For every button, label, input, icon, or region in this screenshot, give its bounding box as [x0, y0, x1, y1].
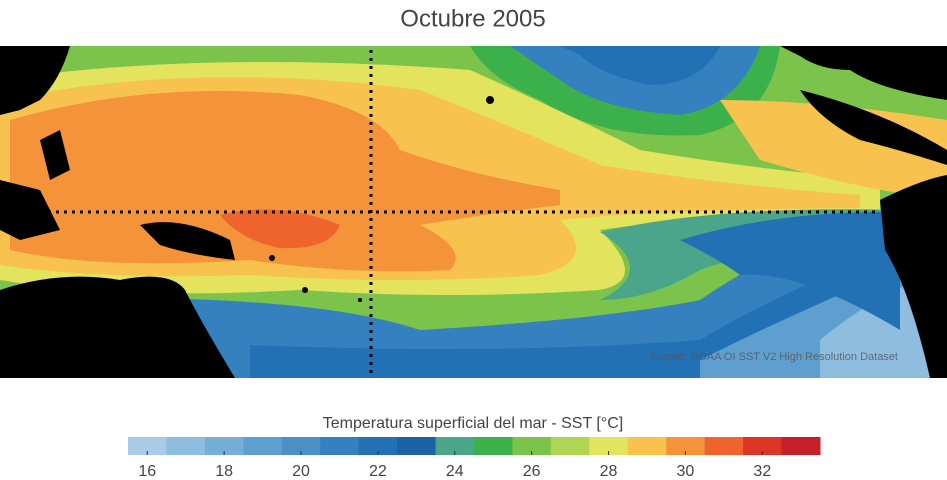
colorbar-bin — [781, 437, 821, 455]
colorbar-bin — [474, 437, 513, 455]
colorbar-bin — [704, 437, 744, 455]
colorbar-bin — [627, 437, 667, 455]
colorbar-tick-label: 26 — [523, 463, 541, 480]
colorbar-bin — [128, 437, 167, 455]
colorbar-bin — [435, 437, 475, 455]
colorbar-bin — [512, 437, 552, 455]
colorbar-bin — [358, 437, 398, 455]
colorbar-bin — [281, 437, 321, 455]
colorbar-tick-label: 20 — [292, 463, 310, 480]
colorbar-tick-label: 28 — [600, 463, 618, 480]
colorbar-bin — [743, 437, 783, 455]
colorbar-tick-label: 32 — [753, 463, 771, 480]
colorbar-label: Temperatura superficial del mar - SST [°… — [323, 415, 623, 432]
colorbar-bin — [166, 437, 206, 455]
colorbar-bin — [397, 437, 437, 455]
colorbar-bin — [550, 437, 590, 455]
colorbar-bin — [666, 437, 706, 455]
colorbar-bin — [243, 437, 283, 455]
colorbar-tick-label: 30 — [677, 463, 695, 480]
colorbar-tick-label: 24 — [446, 463, 464, 480]
colorbar-bin — [204, 437, 244, 455]
colorbar-bin — [589, 437, 629, 455]
colorbar: 16 18 20 22 24 26 28 30 32 — [128, 437, 821, 480]
colorbar-tick-label: 16 — [138, 463, 156, 480]
colorbar-tick-label: 18 — [215, 463, 233, 480]
colorbar-bin — [320, 437, 360, 455]
map: Fuente: NOAA OI SST V2 High Resolution D… — [0, 46, 947, 378]
colorbar-tick-label: 22 — [369, 463, 387, 480]
source-note: Fuente: NOAA OI SST V2 High Resolution D… — [650, 351, 898, 363]
title: Octubre 2005 — [400, 5, 545, 32]
